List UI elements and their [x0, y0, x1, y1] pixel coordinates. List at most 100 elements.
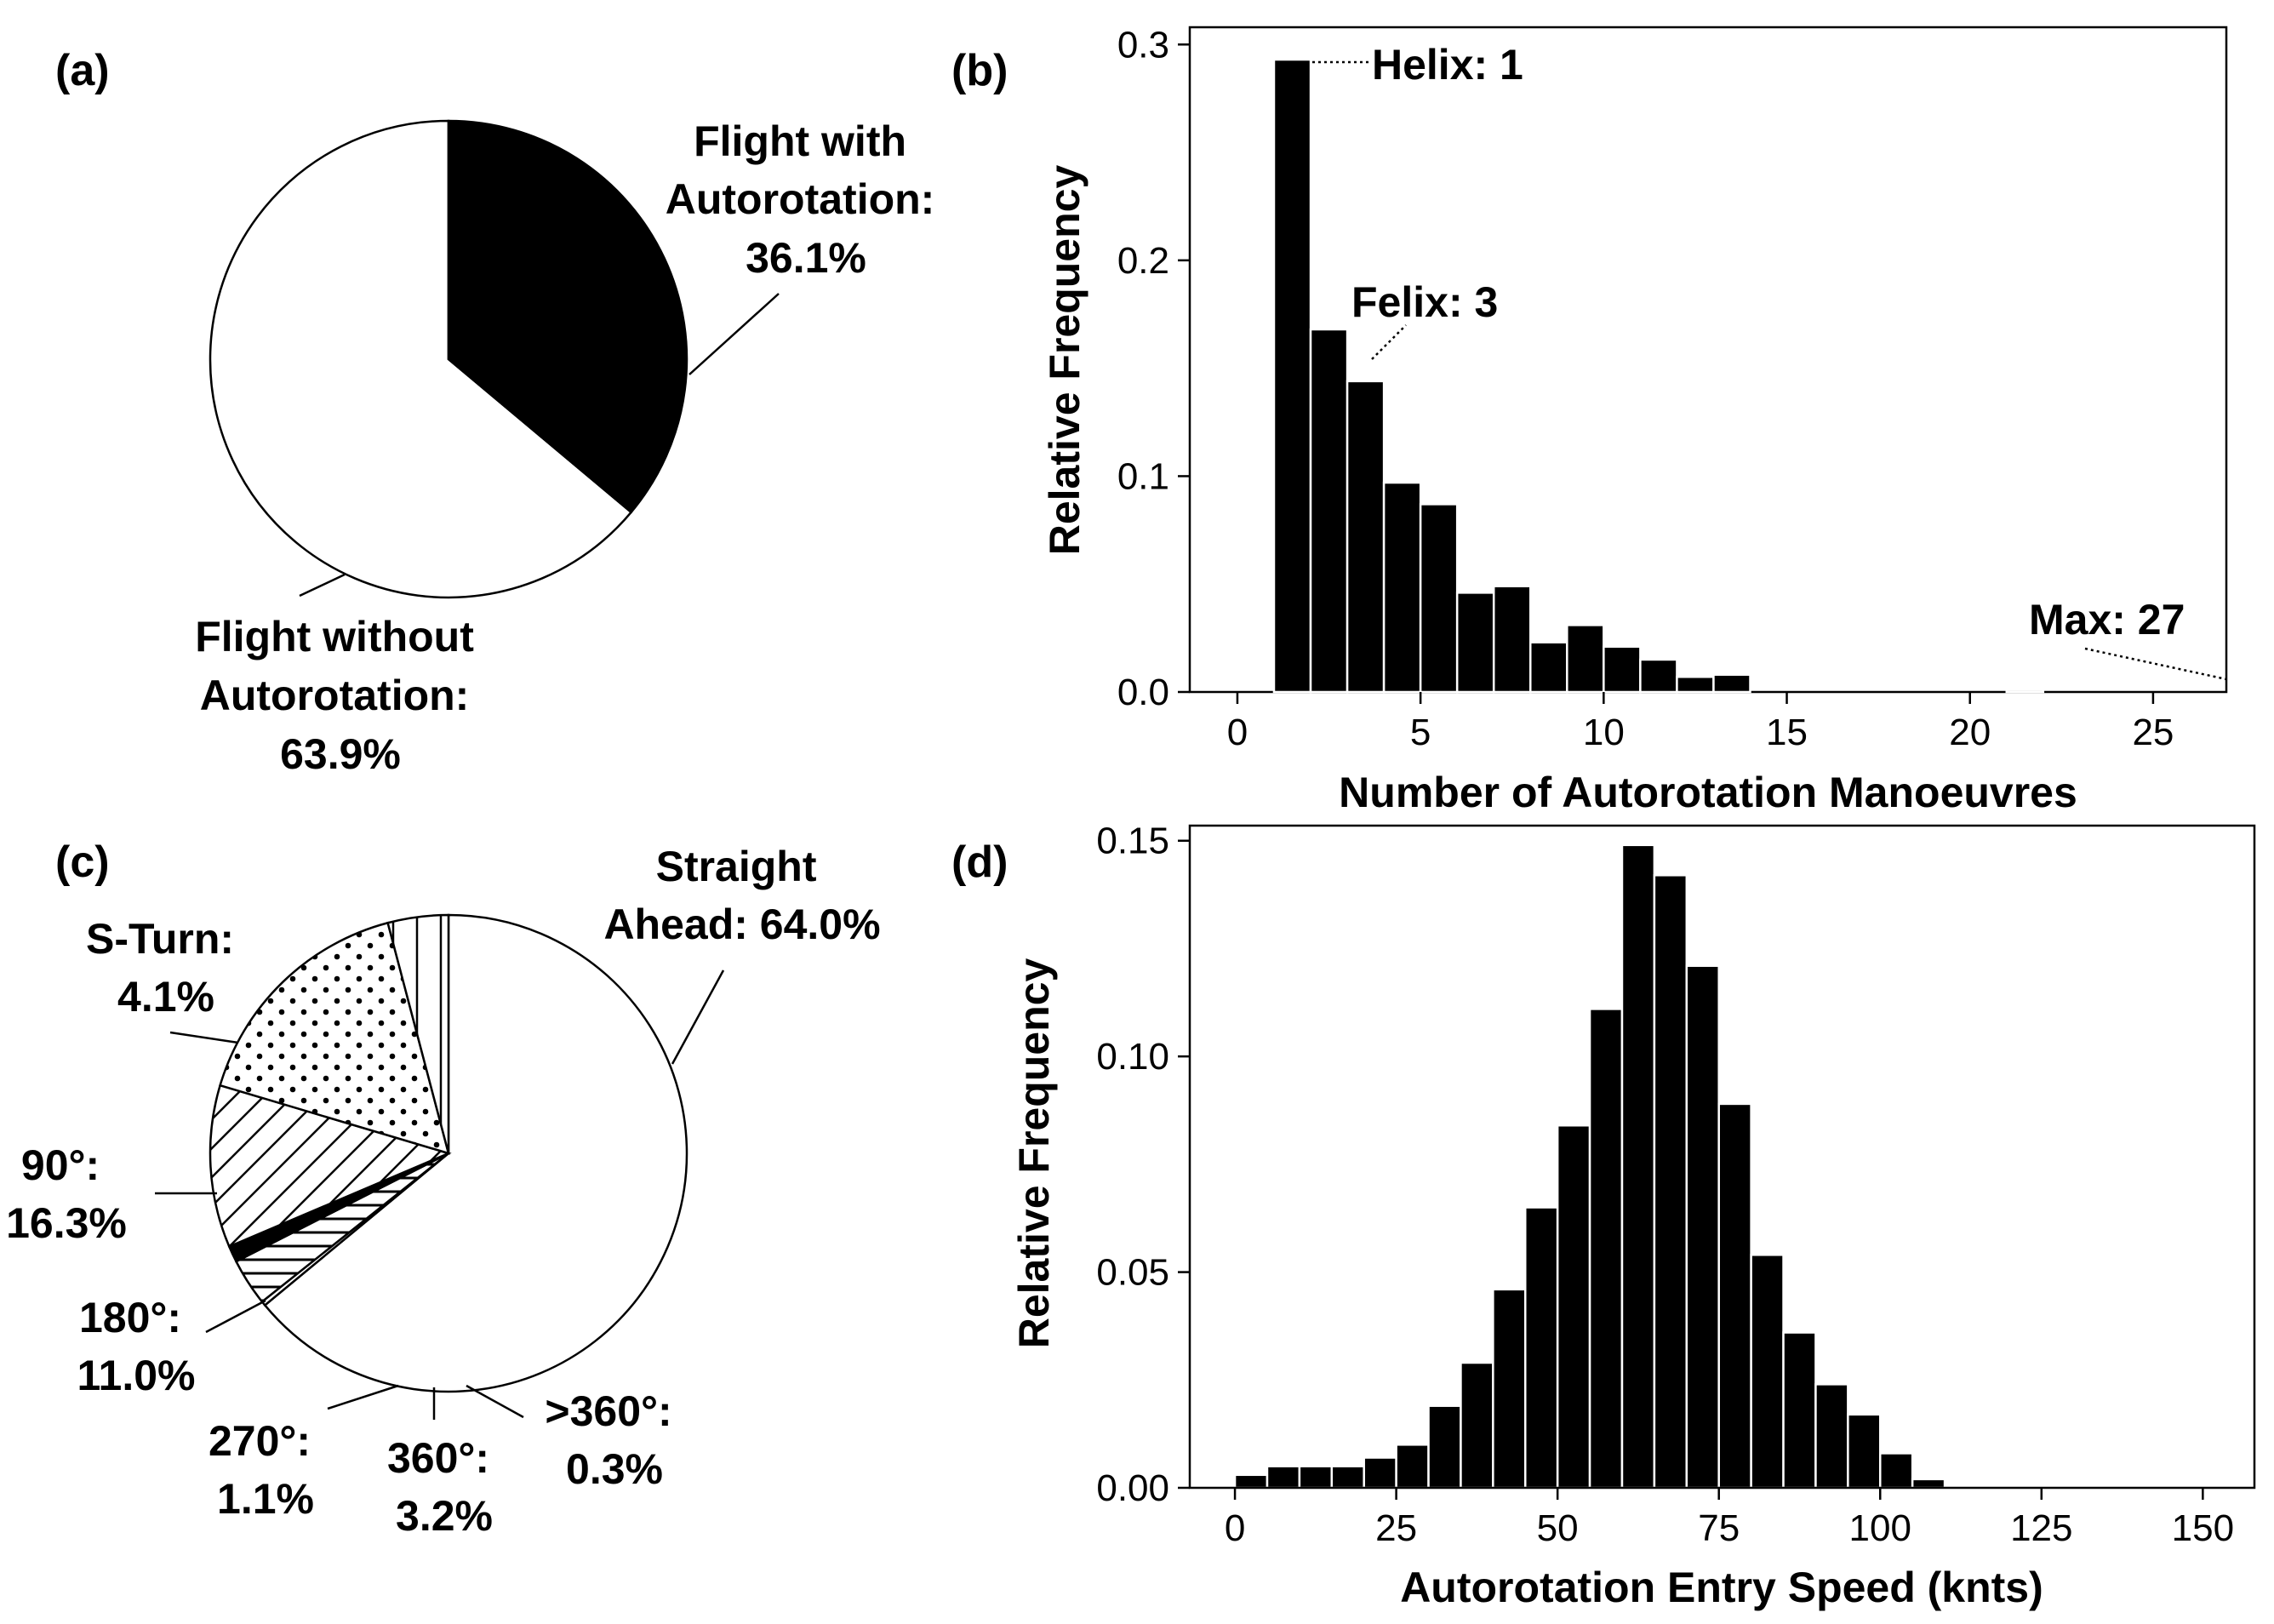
bar [1460, 1361, 1494, 1490]
y-tick-label: 0.00 [1096, 1467, 1169, 1509]
y-tick-label: 0.10 [1096, 1036, 1169, 1078]
x-tick-label: 25 [1375, 1507, 1417, 1549]
bar [1492, 585, 1532, 694]
bar [1363, 1456, 1397, 1490]
label-90: 90°: 16.3% [6, 1141, 127, 1247]
label-with-line3: 36.1% [746, 234, 866, 282]
bar [1639, 658, 1678, 694]
y-tick-label: 0.3 [1117, 24, 1169, 66]
label-straight-line1: Straight [656, 843, 817, 890]
label-360-line1: 360°: [387, 1434, 489, 1482]
leader-straight-ahead [671, 969, 725, 1065]
bar [1330, 1465, 1365, 1490]
bar [1814, 1383, 1849, 1490]
bar [1750, 1254, 1785, 1490]
bar [2005, 689, 2045, 694]
histogram-d: 0 25 50 75 100 125 150 0.00 0.05 0.10 0.15 Autoro… [1010, 821, 2256, 1611]
bars-b [1272, 58, 2045, 694]
x-tick-label: 75 [1698, 1507, 1740, 1549]
label-360-line2: 3.2% [396, 1492, 493, 1540]
label-s-turn-line2: 4.1% [117, 973, 214, 1021]
slice-90-5 [219, 921, 450, 1155]
annotation-helix: Helix: 1 [1372, 41, 1523, 89]
label-90-line1: 90°: [21, 1141, 100, 1189]
label-180-line2: 11.0% [77, 1352, 195, 1399]
bar [1427, 1404, 1462, 1490]
leader-felix [1371, 324, 1407, 360]
panel-label-a: (a) [55, 46, 110, 95]
slice-without-autorotation [209, 119, 633, 599]
y-tick-label: 0.1 [1117, 455, 1169, 497]
label-straight-line2: Ahead: 64.0% [603, 901, 880, 948]
bar [1309, 328, 1349, 694]
x-tick-label: 25 [2132, 712, 2174, 753]
annotation-felix: Felix: 3 [1351, 278, 1498, 326]
label-90-line2: 16.3% [6, 1199, 127, 1247]
label-over360-line1: >360°: [545, 1387, 671, 1435]
panel-label-b: (b) [951, 46, 1008, 95]
plot-frame-d [1188, 824, 2256, 1490]
x-tick-label: 20 [1949, 712, 1991, 753]
bar [1620, 843, 1656, 1490]
x-axis-label-b: Number of Autorotation Manoeuvres [1339, 769, 2077, 816]
y-tick-label: 0.15 [1096, 821, 1169, 862]
panel-label-c: (c) [55, 838, 110, 887]
leader-with-autorotation [688, 293, 780, 375]
leader-270 [327, 1384, 399, 1410]
y-ticks-b: 0.0 0.1 0.2 0.3 [1117, 24, 1190, 713]
x-tick-label: 10 [1583, 712, 1625, 753]
y-axis-label-d: Relative Frequency [1010, 958, 1058, 1349]
bar [1712, 673, 1751, 694]
histogram-b: 0 5 10 15 20 25 0.0 0.1 0.2 0.3 Number of Autoro… [1041, 24, 2228, 816]
x-tick-label: 5 [1410, 712, 1431, 753]
leader-over360 [466, 1384, 524, 1419]
leaders-c [155, 969, 725, 1420]
bar [1603, 645, 1642, 694]
leader-s-turn [169, 1031, 239, 1044]
label-straight-ahead: Straight Ahead: 64.0% [603, 843, 880, 948]
label-360: 360°: 3.2% [387, 1434, 501, 1540]
x-axis-label-d: Autorotation Entry Speed (knts) [1400, 1564, 2043, 1611]
label-without-autorotation: Flight without Autorotation: 63.9% [195, 613, 486, 778]
bar [1529, 641, 1568, 694]
bar [1298, 1465, 1334, 1490]
label-without-line1: Flight without [195, 613, 474, 660]
x-tick-label: 15 [1766, 712, 1808, 753]
slice-straight-ahead-0 [263, 913, 688, 1393]
label-s-turn-line1: S-Turn: [86, 915, 234, 963]
label-over360-line2: 0.3% [566, 1445, 663, 1493]
bar [1653, 874, 1688, 1490]
leader-max [2084, 647, 2227, 681]
y-tick-label: 0.2 [1117, 240, 1169, 282]
label-180-line1: 180°: [79, 1294, 181, 1341]
label-with-line2: Autorotation: [666, 175, 935, 223]
annotation-max: Max: 27 [2029, 596, 2185, 643]
y-ticks-d: 0.00 0.05 0.10 0.15 [1096, 821, 1190, 1509]
y-tick-label: 0.0 [1117, 672, 1169, 713]
bar [1233, 1473, 1269, 1490]
x-tick-label: 0 [1225, 1507, 1245, 1549]
label-with-line1: Flight with [694, 117, 906, 165]
label-s-turn: S-Turn: 4.1% [86, 915, 246, 1021]
bar [1676, 676, 1715, 694]
label-270: 270°: 1.1% [209, 1417, 323, 1523]
bar [1566, 624, 1605, 694]
label-without-line2: Autorotation: [200, 672, 470, 719]
pie-chart-c [209, 913, 688, 1393]
y-axis-label-b: Relative Frequency [1041, 165, 1088, 556]
slice-s-turn-6 [386, 913, 450, 1154]
bar [1266, 1465, 1301, 1490]
bar [1524, 1206, 1559, 1490]
bar [1455, 592, 1495, 694]
x-tick-label: 150 [2172, 1507, 2234, 1549]
label-with-autorotation: Flight with Autorotation: 36.1% [666, 117, 946, 282]
slice-with-autorotation [447, 119, 688, 514]
bar [1272, 58, 1312, 694]
bars-d [1233, 843, 1946, 1490]
bar [1847, 1413, 1882, 1490]
bar [1382, 481, 1422, 694]
bar [1419, 503, 1459, 694]
x-ticks-d: 0 25 50 75 100 125 150 [1225, 1488, 2234, 1549]
x-ticks-b: 0 5 10 15 20 25 [1227, 692, 2174, 753]
